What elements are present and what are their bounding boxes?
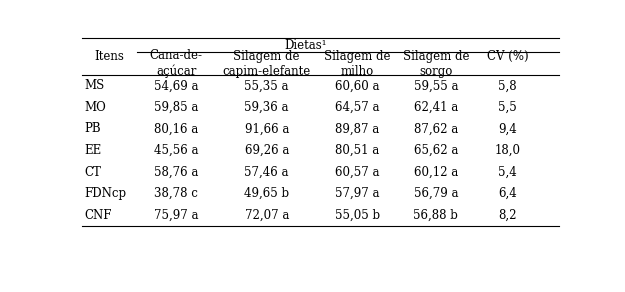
Text: 18,0: 18,0 [494,144,521,157]
Text: Cana-de-
açúcar: Cana-de- açúcar [149,49,202,78]
Text: 91,66 a: 91,66 a [244,122,289,135]
Text: 64,57 a: 64,57 a [335,101,379,114]
Text: 87,62 a: 87,62 a [414,122,458,135]
Text: 56,88 b: 56,88 b [414,209,458,222]
Text: 60,57 a: 60,57 a [335,166,379,179]
Text: 54,69 a: 54,69 a [154,79,198,92]
Text: 69,26 a: 69,26 a [244,144,289,157]
Text: 6,4: 6,4 [498,187,517,200]
Text: EE: EE [84,144,102,157]
Text: CNF: CNF [84,209,112,222]
Text: 49,65 b: 49,65 b [244,187,289,200]
Text: 38,78 c: 38,78 c [154,187,198,200]
Text: 80,51 a: 80,51 a [335,144,379,157]
Text: 5,4: 5,4 [498,166,517,179]
Text: 55,35 a: 55,35 a [244,79,289,92]
Text: 58,76 a: 58,76 a [154,166,198,179]
Text: Silagem de
sorgo: Silagem de sorgo [402,50,469,78]
Text: Itens: Itens [94,50,124,63]
Text: 57,46 a: 57,46 a [244,166,289,179]
Text: 5,5: 5,5 [498,101,517,114]
Text: 56,79 a: 56,79 a [414,187,458,200]
Text: 59,36 a: 59,36 a [244,101,289,114]
Text: Silagem de
milho: Silagem de milho [324,50,391,78]
Text: 59,55 a: 59,55 a [414,79,458,92]
Text: 5,8: 5,8 [498,79,517,92]
Text: 57,97 a: 57,97 a [335,187,379,200]
Text: 62,41 a: 62,41 a [414,101,458,114]
Text: MS: MS [84,79,104,92]
Text: PB: PB [84,122,101,135]
Text: 60,60 a: 60,60 a [335,79,379,92]
Text: 55,05 b: 55,05 b [335,209,380,222]
Text: 75,97 a: 75,97 a [154,209,198,222]
Text: CV (%): CV (%) [487,50,528,63]
Text: 45,56 a: 45,56 a [154,144,198,157]
Text: CT: CT [84,166,101,179]
Text: 59,85 a: 59,85 a [154,101,198,114]
Text: FDNcp: FDNcp [84,187,126,200]
Text: 8,2: 8,2 [498,209,517,222]
Text: 60,12 a: 60,12 a [414,166,458,179]
Text: 89,87 a: 89,87 a [335,122,379,135]
Text: MO: MO [84,101,106,114]
Text: 72,07 a: 72,07 a [244,209,289,222]
Text: 9,4: 9,4 [498,122,517,135]
Text: Silagem de
capim-elefante: Silagem de capim-elefante [222,50,311,78]
Text: Dietas¹: Dietas¹ [285,39,328,52]
Text: 80,16 a: 80,16 a [154,122,198,135]
Text: 65,62 a: 65,62 a [414,144,458,157]
